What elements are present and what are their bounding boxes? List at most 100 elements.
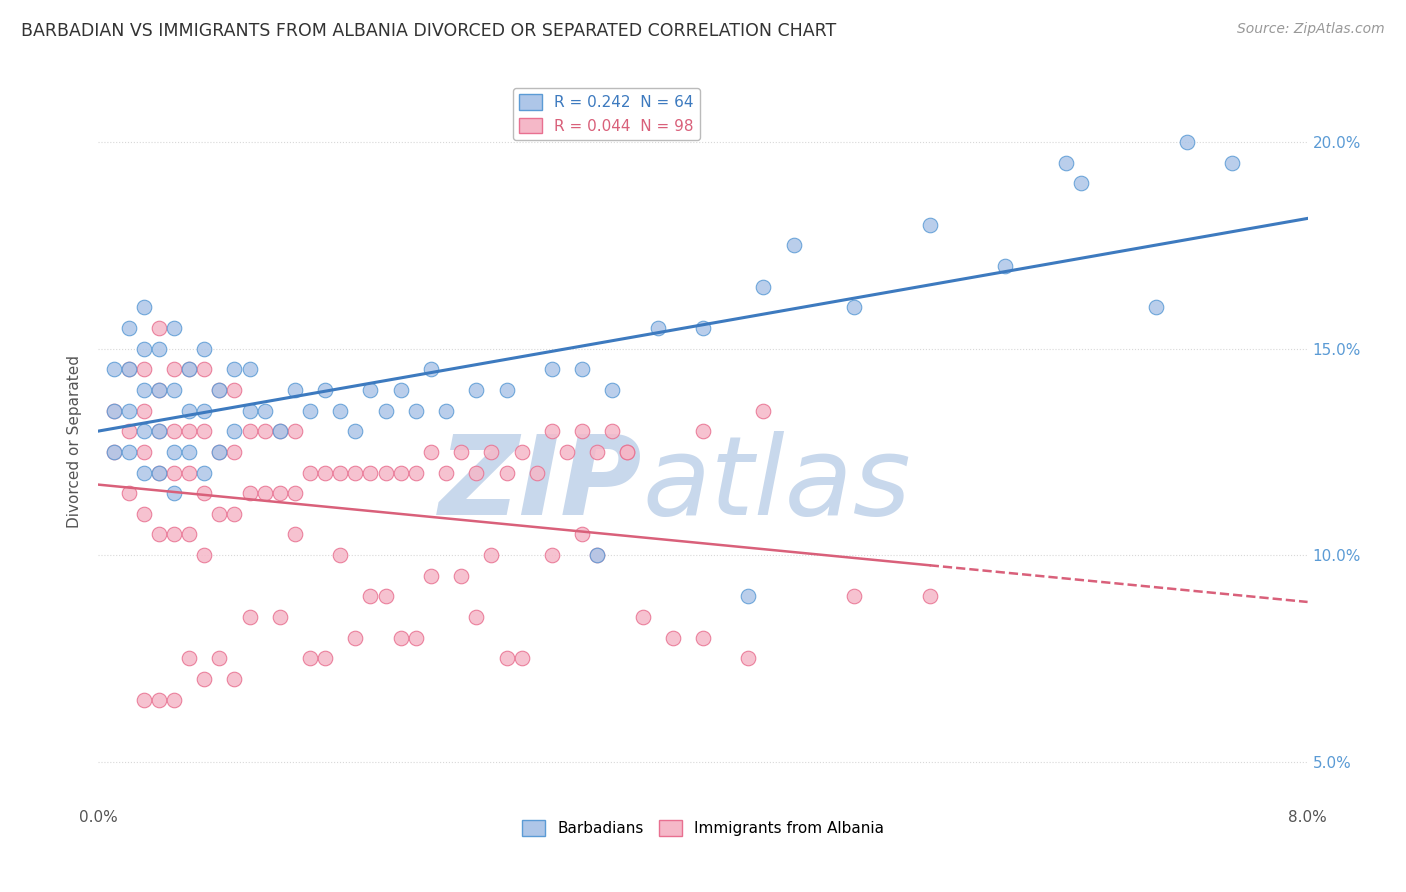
Point (148, 321, 170, 335)
Point (193, 424, 215, 438)
Point (586, 548, 609, 562)
Point (526, 466, 548, 480)
Point (1054, 156, 1077, 170)
Point (163, 362, 186, 376)
Point (163, 692, 186, 706)
Point (193, 548, 215, 562)
Point (783, 238, 806, 252)
Point (571, 362, 593, 376)
Point (148, 424, 170, 438)
Point (540, 424, 562, 438)
Point (586, 445, 609, 459)
Point (540, 548, 562, 562)
Point (179, 651, 201, 665)
Point (132, 692, 155, 706)
Point (148, 424, 170, 438)
Point (434, 403, 457, 417)
Point (253, 486, 276, 500)
Point (224, 362, 246, 376)
Point (239, 424, 262, 438)
Point (344, 631, 367, 645)
Point (148, 527, 170, 541)
Point (465, 466, 488, 480)
Point (586, 548, 609, 562)
Point (118, 424, 141, 438)
Point (360, 383, 382, 397)
Point (495, 383, 517, 397)
Point (132, 445, 155, 459)
Point (103, 403, 125, 417)
Point (495, 651, 517, 665)
Point (132, 466, 155, 480)
Point (844, 590, 866, 604)
Point (420, 362, 443, 376)
Point (163, 486, 186, 500)
Point (193, 466, 215, 480)
Point (374, 403, 396, 417)
Point (994, 259, 1017, 273)
Point (737, 651, 759, 665)
Point (224, 507, 246, 521)
Point (208, 383, 231, 397)
Point (510, 651, 533, 665)
Point (193, 342, 215, 356)
Point (389, 466, 412, 480)
Point (148, 383, 170, 397)
Point (269, 610, 291, 624)
Point (224, 383, 246, 397)
Point (224, 445, 246, 459)
Point (118, 486, 141, 500)
Point (103, 362, 125, 376)
Point (163, 527, 186, 541)
Point (179, 445, 201, 459)
Point (299, 651, 322, 665)
Point (239, 486, 262, 500)
Point (193, 486, 215, 500)
Point (329, 466, 352, 480)
Point (329, 548, 352, 562)
Point (132, 507, 155, 521)
Point (752, 279, 775, 293)
Point (208, 507, 231, 521)
Point (571, 424, 593, 438)
Point (253, 424, 276, 438)
Point (208, 651, 231, 665)
Point (420, 568, 443, 582)
Point (481, 548, 503, 562)
Point (389, 383, 412, 397)
Point (405, 631, 427, 645)
Point (163, 383, 186, 397)
Point (118, 403, 141, 417)
Point (103, 445, 125, 459)
Point (602, 383, 624, 397)
Point (118, 321, 141, 335)
Point (616, 445, 638, 459)
Point (752, 403, 775, 417)
Point (314, 383, 336, 397)
Point (374, 466, 396, 480)
Point (132, 301, 155, 315)
Point (616, 445, 638, 459)
Point (132, 342, 155, 356)
Text: atlas: atlas (643, 432, 911, 539)
Point (163, 445, 186, 459)
Point (540, 362, 562, 376)
Point (208, 383, 231, 397)
Point (602, 424, 624, 438)
Point (208, 445, 231, 459)
Point (148, 383, 170, 397)
Point (163, 321, 186, 335)
Legend: Barbadians, Immigrants from Albania: Barbadians, Immigrants from Albania (516, 814, 890, 842)
Point (132, 362, 155, 376)
Point (269, 486, 291, 500)
Text: Source: ZipAtlas.com: Source: ZipAtlas.com (1237, 22, 1385, 37)
Point (132, 383, 155, 397)
Point (329, 403, 352, 417)
Point (179, 362, 201, 376)
Point (481, 445, 503, 459)
Point (1220, 156, 1243, 170)
Point (314, 651, 336, 665)
Point (193, 403, 215, 417)
Point (148, 342, 170, 356)
Point (224, 424, 246, 438)
